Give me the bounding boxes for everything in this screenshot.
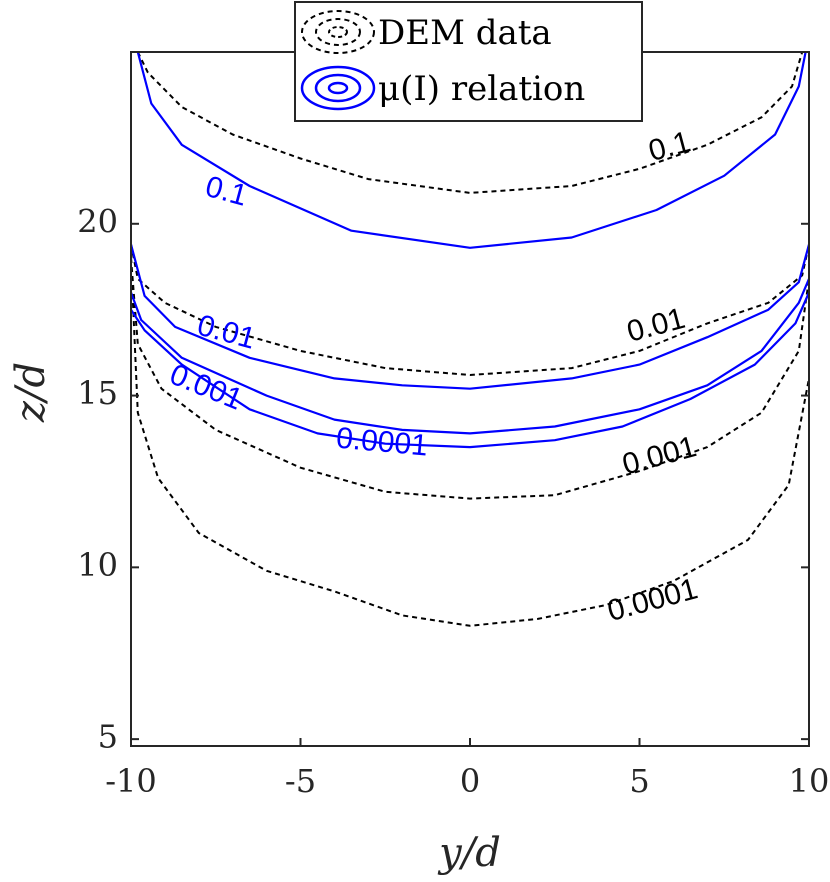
contour-line-mu-0.1 (136, 52, 807, 249)
contour-line-dem-0.001 (131, 258, 809, 500)
contour-line-dem-0.0001 (131, 258, 809, 627)
y-axis-label: z/d (8, 362, 54, 423)
legend-icon-solid (300, 65, 376, 111)
y-tick-label: 15 (77, 374, 118, 412)
x-ticks: -10 -5 0 5 10 (105, 52, 829, 800)
y-tick-label: 5 (98, 718, 118, 756)
contour-line-mu-0.01 (131, 244, 809, 390)
x-tick-label: -5 (285, 762, 316, 800)
contour-line-mu-0.001 (131, 278, 809, 435)
y-tick-label: 10 (77, 546, 118, 584)
contour-label-mu-0.0001: 0.0001 (335, 422, 429, 463)
legend-label-dem: DEM data (378, 13, 552, 53)
contour-lines (131, 52, 809, 627)
contour-line-mu-0.0001 (131, 292, 809, 449)
contour-line-dem-0.01 (131, 244, 809, 376)
x-tick-label: 5 (629, 762, 649, 800)
legend-icon-dashed (301, 10, 375, 54)
y-tick-label: 20 (77, 202, 118, 240)
legend: DEM data μ(I) relation (294, 1, 643, 122)
x-tick-label: -10 (105, 762, 157, 800)
contour-line-dem-0.1 (136, 52, 804, 194)
legend-box (294, 1, 643, 122)
legend-label-mu: μ(I) relation (378, 69, 585, 109)
x-axis-label: y/d (437, 830, 501, 876)
x-tick-label: 10 (789, 762, 830, 800)
x-tick-label: 0 (460, 762, 480, 800)
y-ticks: 5 10 15 20 (77, 202, 809, 756)
